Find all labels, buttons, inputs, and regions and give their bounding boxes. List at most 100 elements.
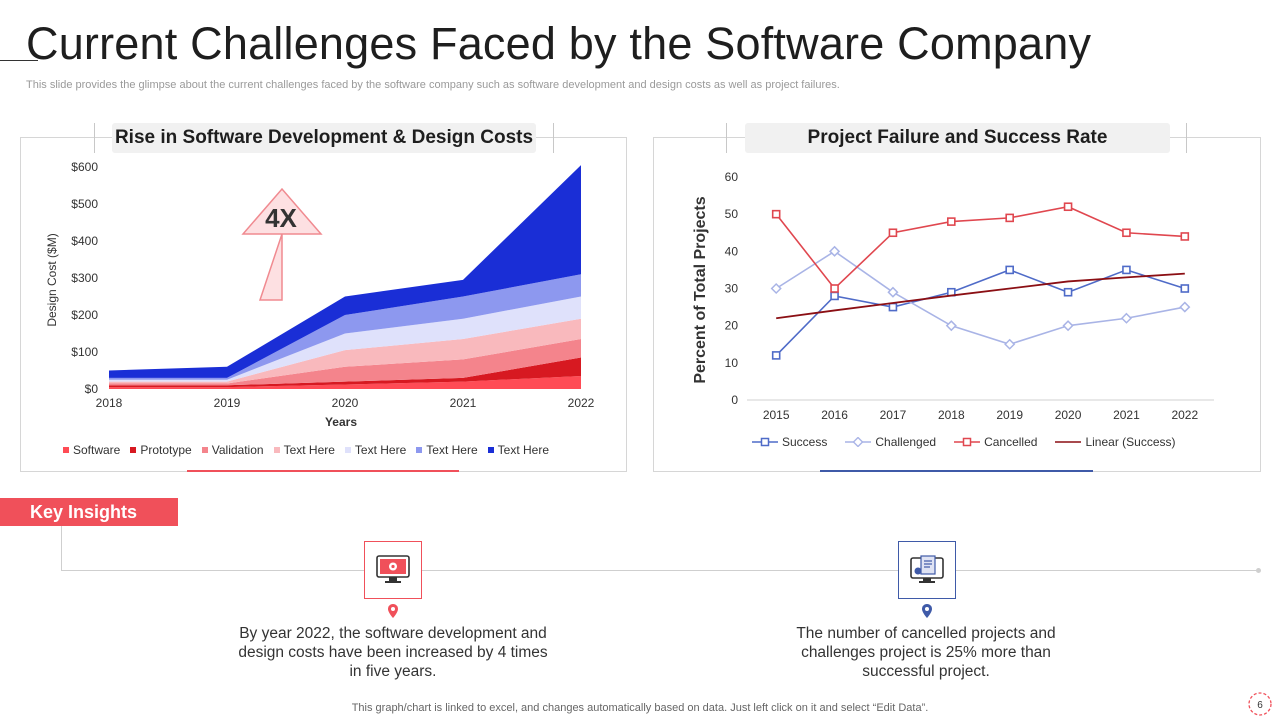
project-legend-item: Success [752,435,827,449]
location-pin-icon [922,604,932,618]
title-accent-line [0,60,38,61]
legend-label: Software [73,443,121,457]
key-insights-badge: Key Insights [0,498,178,526]
success-point[interactable] [830,291,839,301]
cost-area-layer-7[interactable] [109,165,581,378]
heading-deco-line [1186,123,1187,153]
project-y-tick-label: 0 [731,393,738,407]
challenged-point[interactable] [945,320,957,332]
project-chart-accent-bar [820,470,1093,472]
cost-x-tick-label: 2020 [332,396,359,410]
legend-swatch [416,447,423,453]
project-y-tick-label: 10 [725,356,739,370]
project-legend-item: Cancelled [954,435,1037,449]
project-x-tick-label: 2020 [1055,408,1082,422]
challenged-point[interactable] [829,245,841,257]
legend-label: Text Here [426,443,478,457]
legend-swatch [273,447,280,453]
success-line[interactable] [775,269,1186,356]
challenged-point[interactable] [1179,301,1191,313]
legend-label: Cancelled [984,435,1038,449]
challenged-point[interactable] [1120,312,1132,324]
project-y-tick-label: 30 [725,282,739,296]
challenged-point[interactable] [1062,320,1074,332]
monitor-code-icon [376,555,410,583]
legend-swatch [487,447,494,453]
location-pin-icon [388,604,398,618]
linear-success-line[interactable] [776,272,1185,320]
legend-line-marker [954,437,981,447]
timeline-end-dot [1256,568,1261,573]
cancelled-point[interactable] [1005,213,1014,223]
cancelled-point[interactable] [1122,228,1131,238]
4x-annotation: 4X [265,203,297,233]
project-y-tick-label: 20 [725,319,739,333]
page-subtitle: This slide provides the glimpse about th… [26,79,840,91]
challenged-point[interactable] [887,286,899,298]
4x-arrow [241,187,323,301]
legend-label: Success [782,435,828,449]
insight-projects-text: The number of cancelled projects and cha… [796,625,1056,680]
cost-y-tick-label: $100 [71,345,98,359]
legend-line-marker [1055,441,1082,443]
cost-area-layer-1[interactable] [109,376,581,389]
success-point[interactable] [888,302,898,312]
legend-swatch [344,447,351,453]
success-point[interactable] [1180,284,1190,293]
cancelled-point[interactable] [771,209,781,219]
cost-legend-item: Text Here [487,443,549,457]
monitor-report-icon-box [898,541,956,599]
legend-label: Text Here [283,443,335,457]
cost-chart-accent-bar [187,470,459,472]
project-x-tick-label: 2022 [1171,408,1198,422]
heading-deco-line [94,123,95,153]
legend-label: Challenged [875,435,937,449]
cancelled-line[interactable] [775,205,1185,290]
cost-area-layer-3[interactable] [109,339,581,386]
challenged-point[interactable] [770,282,782,295]
project-y-axis-label: Percent of Total Projects [692,196,709,383]
legend-label: Linear (Success) [1085,435,1176,449]
cost-y-tick-label: $500 [71,197,98,211]
cost-chart-legend: Software Prototype Validation Text Here Text… [63,443,559,457]
project-y-tick-label: 60 [725,170,739,184]
cost-area-layer-6[interactable] [109,274,581,380]
cost-legend-item: Text Here [273,443,335,457]
legend-swatch [63,447,69,453]
monitor-code-icon-box [364,541,422,599]
cancelled-point[interactable] [1180,232,1190,241]
cost-area-layer-2[interactable] [109,357,581,388]
cancelled-point[interactable] [888,228,898,238]
cost-x-tick-label: 2018 [96,396,123,410]
cost-chart-title: Rise in Software Development & Design Co… [112,123,536,153]
success-point[interactable] [771,351,781,360]
cancelled-point[interactable] [947,217,956,226]
challenged-point[interactable] [1004,338,1016,350]
challenged-line[interactable] [775,250,1185,346]
cancelled-point[interactable] [1063,202,1073,212]
legend-label: Validation [211,443,264,457]
success-point[interactable] [1005,265,1014,275]
timeline-line [61,570,1259,571]
page-number-badge: 6 [1248,692,1272,716]
timeline-connector [61,526,62,570]
cost-area-layer-4[interactable] [109,318,581,384]
cancelled-point[interactable] [830,284,839,293]
cost-area-chart[interactable]: $0 $100 $200 $300 $400 $500 $600 2018 2019 2020 2… [20,150,627,440]
legend-line-marker [752,437,778,447]
page-number: 6 [1257,700,1263,711]
project-x-tick-label: 2019 [996,408,1023,422]
cost-x-tick-label: 2019 [214,396,241,410]
cost-area-layer-5[interactable] [109,296,581,382]
legend-label: Text Here [354,443,407,457]
project-legend-item: Linear (Success) [1055,435,1176,449]
project-chart-title: Project Failure and Success Rate [745,123,1170,153]
success-point[interactable] [1063,287,1073,297]
project-line-chart[interactable]: 0 10 20 30 40 50 60 2015 2016 2017 2018 2019 2020 20… [653,160,1261,430]
cost-legend-item: Validation [201,443,264,457]
footer-note: This graph/chart is linked to excel, and… [351,702,929,714]
cost-legend-item: Prototype [130,443,192,457]
project-legend-item: Challenged [845,435,936,449]
project-y-tick-label: 50 [725,207,739,221]
success-point[interactable] [1122,265,1131,275]
